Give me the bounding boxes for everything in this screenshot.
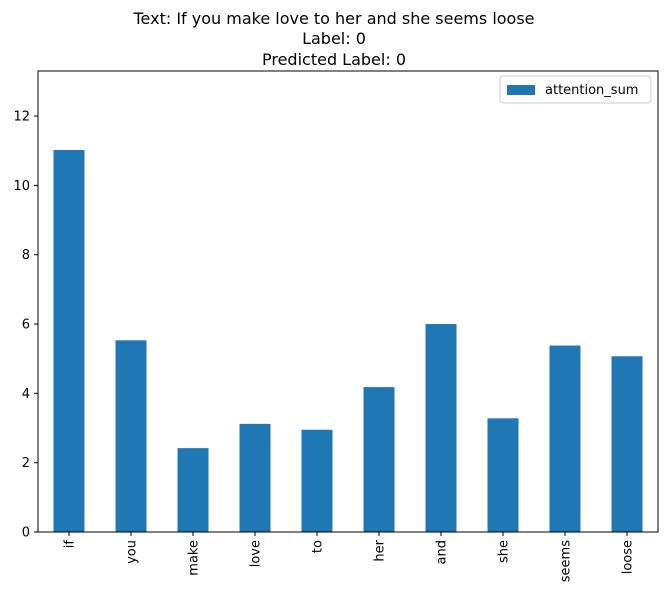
legend-box [499,75,652,104]
y-tick-label: 4 [22,387,30,402]
legend-swatch [507,85,535,95]
plot-frame [37,70,659,533]
chart-title-line-3: Predicted Label: 0 [262,50,406,69]
bar-love [239,423,271,532]
y-tick-label: 6 [22,318,30,333]
bar-make [177,448,209,532]
y-axis: 0 2 4 6 8 10 12 [13,110,38,541]
x-tick-label: you [125,540,140,564]
legend-label: attention_sum [545,83,638,98]
bar-she [487,418,519,532]
x-tick-label: she [497,540,512,563]
bar-you [115,340,147,532]
bar-if [53,150,85,532]
bar-to [301,429,333,532]
bar-series [53,150,643,532]
y-tick-label: 10 [13,179,30,194]
x-tick-label: make [187,540,202,576]
x-tick-label: to [311,540,326,553]
x-tick-label: love [249,540,264,567]
x-axis: if you make love to her and she seems loose [63,532,636,582]
y-tick-label: 8 [22,248,30,263]
y-tick-label: 0 [22,526,30,541]
chart-title-line-1: Text: If you make love to her and she se… [132,9,534,28]
bar-seems [549,345,581,532]
x-tick-label: loose [621,540,636,574]
bar-and [425,324,457,532]
x-tick-label: her [373,539,388,561]
bar-her [363,387,395,532]
y-tick-label: 2 [22,456,30,471]
chart-title: Text: If you make love to her and she se… [132,9,534,69]
bar-loose [611,356,643,532]
legend: attention_sum [499,75,652,104]
y-tick-label: 12 [13,110,30,125]
x-tick-label: seems [559,540,574,582]
chart-title-line-2: Label: 0 [302,29,366,48]
x-tick-label: and [435,540,450,564]
x-tick-label: if [63,540,78,549]
